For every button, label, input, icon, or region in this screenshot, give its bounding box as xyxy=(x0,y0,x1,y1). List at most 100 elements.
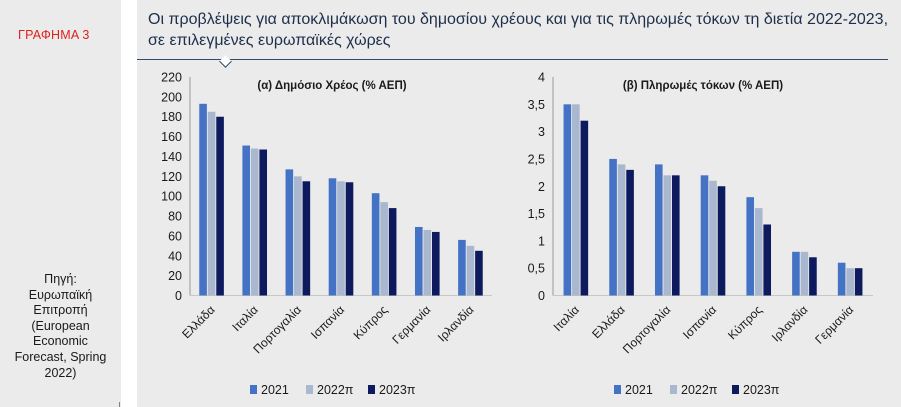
bar xyxy=(294,176,302,296)
y-tick-label: 3 xyxy=(538,125,545,139)
divider-tick xyxy=(119,402,120,407)
x-tick-label: Κύπρος xyxy=(351,303,391,343)
title-rule xyxy=(137,59,888,60)
legend-label: 2023π xyxy=(379,383,416,397)
bar xyxy=(380,202,388,296)
y-tick-label: 3,5 xyxy=(528,98,545,112)
legend-swatch xyxy=(732,385,739,394)
legend-swatch xyxy=(614,385,621,394)
x-tick-label: Ελλάδα xyxy=(589,303,627,341)
x-tick-label: Ισπανία xyxy=(308,303,347,342)
source-line: Επιτροπή xyxy=(33,303,88,318)
source-line: Πηγή: xyxy=(44,272,77,286)
bar xyxy=(563,104,572,296)
source-line: Ευρωπαϊκή xyxy=(28,287,93,302)
y-tick-label: 20 xyxy=(168,269,182,283)
y-tick-label: 2,5 xyxy=(528,152,545,166)
y-tick-label: 4 xyxy=(538,71,545,85)
x-tick-label: Γερμανία xyxy=(812,303,856,347)
legend-swatch xyxy=(670,385,677,394)
y-tick-label: 160 xyxy=(161,130,182,144)
bar xyxy=(423,229,432,296)
bar xyxy=(414,226,423,296)
bar xyxy=(654,164,663,296)
bar xyxy=(475,250,483,296)
y-tick-label: 60 xyxy=(168,229,182,243)
y-tick-label: 40 xyxy=(168,249,182,263)
bar xyxy=(371,193,380,296)
x-tick-label: Ιρλανδία xyxy=(435,303,477,345)
x-tick-label: Ιταλία xyxy=(551,303,582,334)
bar xyxy=(754,208,763,296)
legend-label: 2021 xyxy=(261,383,289,397)
sidebar-panel: ΓΡΑΦΗΜΑ 3 Πηγή: Ευρωπαϊκή Επιτροπή (Euro… xyxy=(0,0,121,407)
bar xyxy=(626,169,634,296)
legend-label: 2022π xyxy=(317,383,354,397)
bar xyxy=(617,164,626,296)
x-tick-label: Ιρλανδία xyxy=(769,303,811,345)
chart-title: (β) Πληρωμές τόκων (% ΑΕΠ) xyxy=(623,80,783,92)
y-tick-label: 120 xyxy=(161,170,182,184)
bar xyxy=(717,186,726,296)
bar xyxy=(302,181,311,296)
y-tick-label: 0 xyxy=(538,289,545,303)
bar xyxy=(242,145,251,296)
bar xyxy=(746,197,755,296)
y-tick-label: 220 xyxy=(161,71,182,85)
bar xyxy=(388,208,397,296)
bar xyxy=(837,262,846,296)
bar xyxy=(763,224,772,296)
legend-swatch xyxy=(250,385,257,394)
source-note: Πηγή: Ευρωπαϊκή Επιτροπή (European Econo… xyxy=(4,272,117,381)
bar xyxy=(345,182,354,296)
y-tick-label: 0 xyxy=(175,289,182,303)
y-tick-label: 200 xyxy=(161,90,182,104)
legend-swatch xyxy=(368,385,375,394)
source-line: Economic xyxy=(33,334,88,349)
legend-label: 2023π xyxy=(743,383,780,397)
figure-title: Οι προβλέψεις για αποκλιμάκωση του δημοσ… xyxy=(148,10,893,51)
figure-title-line: Οι προβλέψεις για αποκλιμάκωση του δημοσ… xyxy=(148,11,889,28)
y-tick-label: 2 xyxy=(538,180,545,194)
bar xyxy=(800,251,809,296)
bar xyxy=(466,245,475,296)
bar xyxy=(700,175,709,296)
figure-label: ΓΡΑΦΗΜΑ 3 xyxy=(18,28,90,42)
legend-swatch xyxy=(306,385,313,394)
bar xyxy=(671,175,680,296)
figure-title-line: σε επιλεγμένες ευρωπαϊκές χώρες xyxy=(148,31,391,49)
bar xyxy=(207,111,216,296)
bar xyxy=(458,239,466,296)
bar xyxy=(609,158,617,296)
bar xyxy=(285,169,294,296)
x-tick-label: Ισπανία xyxy=(680,303,719,342)
bar xyxy=(199,103,207,296)
source-line: Forecast, Spring xyxy=(14,349,107,364)
x-tick-label: Ελλάδα xyxy=(179,303,217,341)
bar xyxy=(216,116,224,296)
chart-title: (α) Δημόσιο Χρέος (% ΑΕΠ) xyxy=(257,80,406,92)
y-tick-label: 180 xyxy=(161,110,182,124)
y-tick-label: 80 xyxy=(168,210,182,224)
bar xyxy=(580,120,589,296)
x-tick-label: Πορτογαλία xyxy=(620,303,674,357)
source-line: 2022) xyxy=(44,365,77,380)
bar xyxy=(792,251,800,296)
bar xyxy=(854,268,863,296)
bar xyxy=(709,180,717,296)
source-line: (European xyxy=(31,318,90,333)
y-tick-label: 0,5 xyxy=(528,262,545,276)
legend-label: 2022π xyxy=(681,383,718,397)
y-tick-label: 100 xyxy=(161,190,182,204)
y-tick-label: 140 xyxy=(161,150,182,164)
x-tick-label: Ιταλία xyxy=(229,303,260,334)
bar xyxy=(337,181,345,296)
bar xyxy=(663,175,672,296)
y-tick-label: 1,5 xyxy=(528,207,545,221)
bar xyxy=(250,148,259,296)
y-tick-label: 1 xyxy=(538,234,545,248)
bar xyxy=(259,149,268,296)
bar xyxy=(431,231,440,296)
bar xyxy=(572,104,580,296)
